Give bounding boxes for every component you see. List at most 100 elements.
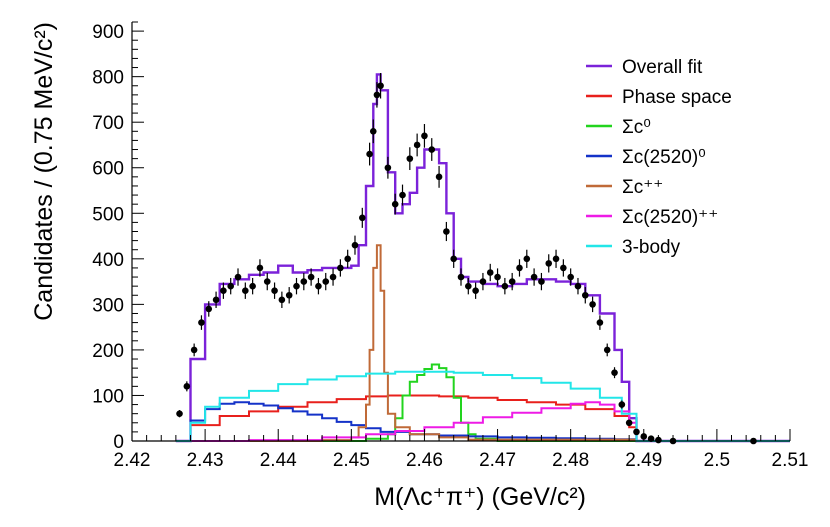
data-points	[176, 73, 757, 445]
x-tick-label: 2.5	[704, 450, 730, 471]
data-point	[443, 228, 450, 235]
data-point	[212, 296, 220, 304]
x-tick-label: 2.43	[187, 450, 224, 471]
data-point	[545, 260, 553, 267]
data-point	[574, 282, 582, 290]
data-point	[625, 419, 633, 427]
data-point	[242, 287, 249, 295]
y-tick-label: 800	[92, 68, 124, 89]
legend-label: Σc⁰	[622, 117, 651, 138]
legend-label: Σc(2520)⁺⁺	[622, 207, 718, 228]
data-point	[523, 255, 531, 263]
legend-label: Σc⁺⁺	[622, 177, 663, 198]
y-tick-label: 100	[92, 386, 124, 407]
data-point	[530, 273, 538, 281]
data-point	[369, 128, 377, 135]
data-point	[263, 278, 271, 285]
data-point	[647, 435, 655, 443]
data-point	[633, 428, 640, 436]
legend-label: 3-body	[622, 237, 681, 258]
x-tick-label: 2.47	[479, 450, 516, 471]
data-point	[589, 301, 596, 308]
data-point	[300, 278, 308, 285]
x-tick-label: 2.44	[260, 450, 297, 471]
y-tick-label: 700	[92, 113, 124, 134]
x-tick-label: 2.42	[114, 450, 151, 471]
data-point	[618, 401, 626, 408]
legend: Overall fit Phase space Σc⁰ Σc(2520)⁰ Σc⁺⁺ Σc…	[586, 57, 732, 258]
data-point	[552, 255, 560, 263]
data-point	[391, 200, 399, 208]
data-point	[293, 282, 300, 290]
axes: 2.42 2.43 2.44 2.45 2.46 2.47 2.48 2.49 2.5 2.51 0…	[92, 21, 809, 471]
data-point	[366, 150, 373, 158]
data-point	[413, 141, 421, 149]
y-tick-label: 300	[92, 295, 124, 316]
data-point	[596, 319, 604, 326]
x-tick-label: 2.45	[333, 450, 370, 471]
data-point	[337, 264, 344, 272]
data-point	[234, 273, 242, 281]
legend-label: Phase space	[622, 87, 732, 108]
data-point	[315, 282, 322, 290]
data-point	[384, 164, 392, 172]
y-tick-label: 0	[113, 432, 124, 453]
curve-6-3-body	[175, 370, 790, 442]
data-point	[406, 155, 414, 162]
data-point	[486, 269, 494, 276]
x-axis-title: M(Λc⁺π⁺) (GeV/c²)	[374, 483, 586, 511]
data-point	[465, 282, 472, 290]
data-point	[457, 273, 465, 281]
data-point	[271, 287, 278, 295]
data-point	[322, 278, 330, 285]
x-tick-label: 2.48	[552, 450, 589, 471]
data-point	[450, 255, 457, 263]
data-point	[278, 296, 286, 304]
data-point	[508, 278, 516, 285]
data-point	[516, 264, 523, 272]
y-axis-title: Candidates / (0.75 MeV/c²)	[30, 22, 58, 321]
y-tick-label: 400	[92, 250, 124, 271]
data-point	[190, 346, 198, 354]
data-point	[611, 369, 618, 376]
legend-label: Overall fit	[622, 57, 703, 78]
data-point	[307, 273, 315, 281]
data-point	[329, 273, 337, 281]
y-tick-label: 900	[92, 22, 124, 43]
data-point	[220, 287, 227, 295]
y-tick-label: 600	[92, 159, 124, 180]
data-point	[198, 319, 205, 326]
data-point	[377, 82, 384, 90]
data-point	[256, 264, 264, 272]
data-point	[249, 282, 256, 290]
data-point	[581, 291, 589, 299]
data-point	[373, 91, 381, 99]
data-point	[479, 278, 487, 285]
data-point	[494, 273, 501, 281]
y-tick-label: 200	[92, 341, 124, 362]
data-point	[285, 291, 293, 299]
data-point	[538, 278, 545, 285]
data-point	[344, 255, 351, 263]
data-point	[183, 383, 191, 390]
data-point	[501, 282, 509, 290]
data-point	[176, 410, 183, 417]
data-point	[399, 191, 406, 199]
x-tick-label: 2.51	[772, 450, 809, 471]
data-point	[359, 214, 366, 222]
x-tick-label: 2.49	[625, 450, 662, 471]
data-point	[421, 132, 428, 140]
data-point	[472, 287, 479, 295]
data-point	[227, 282, 234, 290]
data-point	[567, 273, 574, 281]
data-point	[205, 305, 213, 313]
legend-label: Σc(2520)⁰	[622, 147, 706, 168]
data-point	[351, 241, 359, 249]
x-tick-label: 2.46	[406, 450, 443, 471]
y-tick-label: 500	[92, 204, 124, 225]
data-point	[428, 146, 436, 153]
data-point	[560, 264, 567, 272]
data-point	[435, 173, 443, 181]
